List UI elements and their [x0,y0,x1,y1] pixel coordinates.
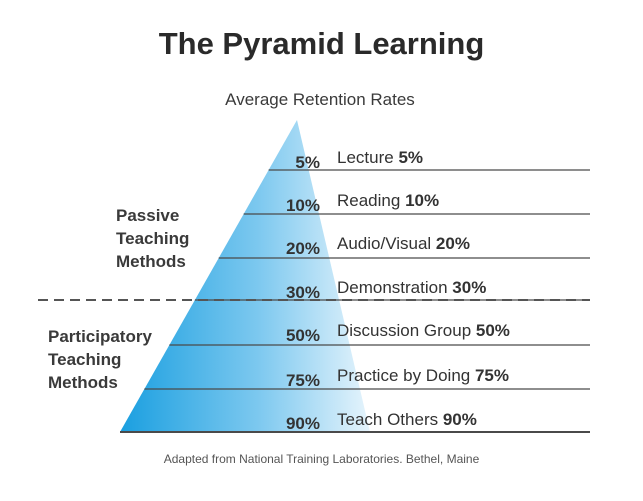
level-label: Discussion Group 50% [337,321,510,341]
level-percent: 90% [285,414,320,433]
level-percent: 20% [285,239,320,258]
level-name: Demonstration [337,278,453,297]
level-label: Demonstration 30% [337,278,486,298]
level-percent: 10% [285,196,320,215]
level-name: Teach Others [337,410,443,429]
subtitle: Average Retention Rates [225,90,415,109]
level-value: 50% [475,321,510,340]
level-value: 75% [474,366,509,385]
level-name: Audio/Visual [337,234,436,253]
level-name: Practice by Doing [337,366,475,385]
level-value: 20% [435,234,470,253]
source-note: Adapted from National Training Laborator… [163,452,480,466]
group-label-participatory: Participatory Teaching Methods [48,327,152,392]
level-value: 10% [405,191,440,210]
level-name: Discussion Group [337,321,476,340]
level-value: 90% [442,410,477,429]
level-name: Reading [337,191,406,210]
level-label: Lecture 5% [337,148,423,168]
level-percent: 75% [285,371,320,390]
page-title: The Pyramid Learning [158,26,485,61]
level-label: Teach Others 90% [337,410,477,430]
level-value: 5% [398,148,424,167]
level-percent: 30% [285,283,320,302]
level-value: 30% [452,278,487,297]
pyramid-shape [120,120,370,432]
group-label-passive: Passive Teaching Methods [116,206,190,271]
level-percent: 50% [285,326,320,345]
level-name: Lecture [337,148,399,167]
level-label: Reading 10% [337,191,439,211]
level-percent: 5% [295,153,320,172]
level-label: Practice by Doing 75% [337,366,509,386]
level-label: Audio/Visual 20% [337,234,470,254]
